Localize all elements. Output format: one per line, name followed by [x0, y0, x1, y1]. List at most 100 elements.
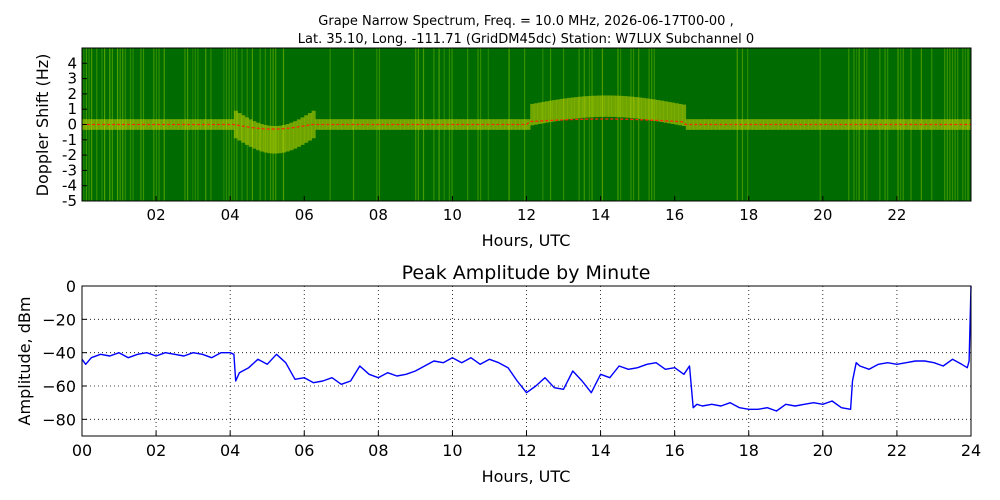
- amplitude-x-label: Hours, UTC: [482, 467, 571, 486]
- spectrogram-band-cell: [815, 119, 820, 130]
- amplitude-y-tick-label: −80: [42, 410, 76, 429]
- amplitude-y-ticks: 0 −20 −40 −60 −80: [42, 277, 87, 429]
- spectrogram-band-cell: [144, 119, 149, 130]
- spectrogram-band-cell: [530, 103, 535, 126]
- spectrogram-band-cell: [756, 119, 761, 130]
- spectrogram-band-cell: [93, 119, 98, 130]
- spectrogram-band-cell: [682, 104, 687, 127]
- spectrogram-band-cell: [89, 119, 94, 130]
- spectrogram-band-cell: [296, 119, 301, 147]
- amplitude-x-tick-label: 16: [664, 441, 684, 460]
- amplitude-y-label: Amplitude, dBm: [15, 297, 34, 426]
- amplitude-x-tick-label: 00: [72, 441, 92, 460]
- spectrogram-y-tick-label: -3: [62, 161, 77, 179]
- spectrogram-carrier-band: [82, 95, 975, 154]
- spectrogram-peak-trace: [82, 118, 971, 130]
- spectrogram-band-cell: [619, 95, 624, 118]
- amplitude-title: Peak Amplitude by Minute: [402, 262, 651, 284]
- spectrogram-band-cell: [800, 119, 805, 130]
- spectrogram-band-cell: [900, 119, 905, 130]
- spectrogram-band-cell: [656, 100, 661, 122]
- spectrogram-band-cell: [178, 119, 183, 130]
- amplitude-x-tick-label: 08: [368, 441, 388, 460]
- spectrogram-band-cell: [578, 96, 583, 119]
- spectrogram-y-tick-label: -5: [62, 192, 77, 210]
- spectrogram-band-cell: [559, 98, 564, 121]
- spectrogram-band-cell: [593, 95, 598, 118]
- spectrogram-band-cell: [630, 96, 635, 119]
- spectrogram-band-cell: [971, 119, 975, 130]
- spectrogram-band-cell: [622, 96, 627, 118]
- spectrogram-band-cell: [363, 119, 368, 130]
- spectrogram-band-cell: [785, 119, 790, 130]
- spectrogram-band-cell: [941, 119, 946, 130]
- spectrogram-band-cell: [256, 122, 261, 151]
- spectrogram-band-cell: [352, 119, 357, 130]
- amplitude-y-tick-label: −40: [42, 344, 76, 363]
- spectrogram-band-cell: [556, 99, 561, 121]
- spectrogram-x-ticks: 02 04 06 08 10 12 14 16 18 20 22: [147, 196, 906, 224]
- spectrogram-y-tick-label: 0: [67, 116, 77, 134]
- spectrogram-x-label: Hours, UTC: [482, 231, 571, 250]
- spectrogram-band-cell: [563, 98, 568, 120]
- spectrogram-band-cell: [678, 103, 683, 126]
- spectrogram-band-cell: [419, 119, 424, 130]
- spectrogram-band-cell: [659, 100, 664, 123]
- spectrogram-band-cell: [967, 119, 971, 130]
- spectrogram-y-tick-label: -4: [62, 177, 77, 195]
- spectrogram-band-cell: [104, 119, 109, 130]
- amplitude-y-tick-label: 0: [66, 277, 76, 296]
- spectrogram-band-cell: [319, 119, 324, 130]
- spectrogram-band-cell: [685, 119, 690, 130]
- spectrogram-band-cell: [600, 95, 605, 117]
- spectrogram-band-cell: [307, 113, 312, 141]
- spectrogram-band-cell: [422, 119, 427, 130]
- spectrogram-band-cell: [567, 97, 572, 120]
- spectrogram-band-cell: [696, 119, 701, 130]
- spectrogram-band-cell: [896, 119, 901, 130]
- spectrogram-x-tick-label: 16: [665, 206, 684, 224]
- spectrogram-band-cell: [589, 95, 594, 118]
- spectrogram-band-cell: [604, 95, 609, 117]
- spectrogram-band-cell: [811, 119, 816, 130]
- spectrogram-band-cell: [541, 101, 546, 124]
- spectrogram-band-cell: [244, 117, 249, 145]
- spectrogram-band-cell: [885, 119, 890, 130]
- spectrogram-band-cell: [652, 99, 657, 121]
- spectrogram-band-cell: [393, 119, 398, 130]
- spectrogram-y-tick-label: 3: [67, 70, 77, 88]
- spectrogram-band-cell: [493, 119, 498, 130]
- amplitude-x-tick-label: 18: [739, 441, 759, 460]
- spectrogram-title-line1: Grape Narrow Spectrum, Freq. = 10.0 MHz,…: [318, 14, 733, 29]
- spectrogram-band-cell: [241, 115, 246, 143]
- spectrogram-band-cell: [478, 119, 483, 130]
- spectrogram-band-cell: [219, 119, 224, 130]
- spectrogram-band-cell: [285, 123, 290, 152]
- amplitude-y-tick-label: −60: [42, 377, 76, 396]
- spectrogram-band-cell: [926, 119, 931, 130]
- spectrogram-band-cell: [782, 119, 787, 130]
- amplitude-plot-area: [82, 286, 971, 436]
- spectrogram-band-cell: [522, 119, 527, 130]
- spectrogram-band-cell: [448, 119, 453, 130]
- spectrogram-band-cell: [463, 119, 468, 130]
- spectrogram-band-cell: [770, 119, 775, 130]
- spectrogram-band-cell: [700, 119, 705, 130]
- spectrogram-y-label: Doppler Shift (Hz): [33, 54, 52, 197]
- spectrogram-band-cell: [582, 96, 587, 118]
- spectrogram-band-cell: [252, 121, 257, 149]
- spectrogram-band-cell: [633, 97, 638, 119]
- spectrogram-x-tick-label: 22: [887, 206, 906, 224]
- amplitude-x-tick-label: 02: [146, 441, 166, 460]
- spectrogram-y-tick-label: -1: [62, 131, 77, 149]
- spectrogram-x-tick-label: 14: [591, 206, 610, 224]
- spectrogram-band-cell: [870, 119, 875, 130]
- spectrogram-band-cell: [596, 95, 601, 117]
- spectrogram-band-cell: [519, 119, 524, 130]
- amplitude-x-tick-label: 12: [516, 441, 536, 460]
- spectrogram-band-cell: [378, 119, 383, 130]
- spectrogram-band-cell: [204, 119, 209, 130]
- spectrogram-band-cell: [193, 119, 198, 130]
- spectrogram-band-cell: [404, 119, 409, 130]
